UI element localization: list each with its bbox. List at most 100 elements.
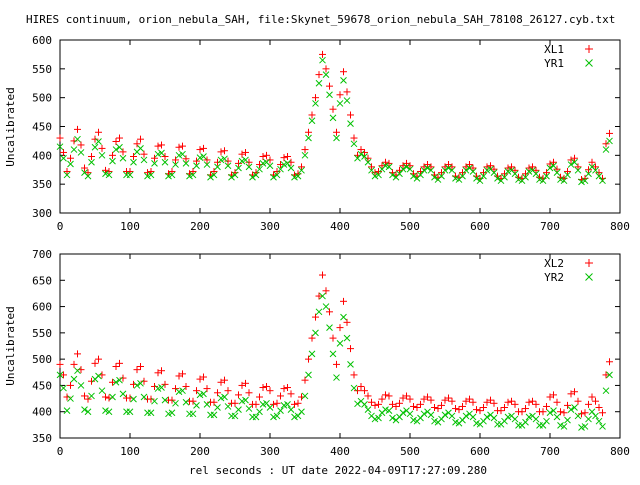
- data-point: [287, 164, 295, 172]
- data-point: [280, 154, 288, 162]
- data-point: [427, 411, 435, 419]
- data-point: [511, 170, 519, 178]
- data-point: [245, 389, 253, 397]
- data-point: [322, 71, 330, 78]
- data-point: [319, 56, 326, 64]
- data-point: [606, 129, 613, 137]
- data-point: [224, 162, 232, 170]
- data-point: [322, 287, 330, 295]
- data-point: [305, 355, 312, 363]
- legend-marker-yr2: [585, 273, 593, 281]
- data-point: [326, 308, 333, 316]
- data-point: [245, 158, 253, 166]
- data-point: [109, 157, 116, 165]
- data-point: [242, 379, 249, 387]
- data-point: [74, 125, 81, 133]
- data-point: [371, 401, 379, 409]
- data-point: [273, 171, 281, 179]
- data-point: [67, 381, 74, 389]
- lower-y-axis: 350 400 450 500 550 600 650 700: [32, 248, 620, 445]
- data-point: [364, 158, 372, 166]
- data-point: [193, 157, 200, 165]
- data-point: [200, 153, 207, 160]
- data-point: [427, 166, 435, 174]
- data-point: [228, 173, 235, 181]
- data-point: [140, 156, 148, 164]
- data-point: [179, 387, 186, 395]
- data-point: [214, 163, 221, 171]
- data-point: [182, 382, 190, 390]
- data-point: [81, 406, 88, 413]
- data-point: [196, 146, 204, 154]
- x-tick-label: 200: [190, 220, 210, 233]
- data-point: [567, 156, 575, 164]
- data-point: [270, 173, 277, 181]
- x-tick-label: 400: [330, 220, 350, 233]
- data-point: [172, 161, 179, 168]
- lower-y-axis-label: Uncalibrated: [4, 306, 17, 385]
- chart-title: HIRES continuum, orion_nebula_SAH, file:…: [26, 13, 615, 26]
- data-point: [151, 160, 158, 167]
- data-point: [571, 154, 578, 162]
- data-point: [182, 155, 190, 163]
- data-point: [469, 413, 477, 421]
- data-point: [242, 396, 249, 404]
- data-point: [571, 388, 578, 396]
- data-point: [70, 375, 78, 383]
- data-point: [385, 163, 393, 171]
- data-point: [319, 271, 326, 279]
- data-point: [305, 371, 312, 379]
- data-point: [574, 412, 582, 420]
- lower-legend: XL2 YR2: [544, 257, 593, 284]
- data-point: [301, 392, 309, 400]
- data-point: [476, 407, 484, 415]
- data-point: [214, 158, 221, 166]
- data-point: [231, 399, 239, 407]
- upper-plot-frame: [59, 39, 621, 214]
- data-point: [221, 376, 228, 384]
- data-point: [585, 166, 592, 174]
- data-point: [357, 382, 365, 390]
- data-point: [571, 158, 578, 166]
- data-point: [273, 167, 281, 175]
- data-point: [389, 171, 396, 179]
- data-point: [298, 163, 305, 171]
- data-point: [112, 363, 120, 371]
- data-point: [462, 166, 470, 174]
- data-point: [161, 380, 169, 388]
- data-point: [539, 408, 547, 416]
- data-point: [602, 387, 610, 395]
- data-point: [522, 405, 529, 413]
- data-point: [256, 165, 263, 173]
- data-point: [333, 374, 340, 381]
- data-point: [105, 167, 113, 175]
- data-point: [340, 297, 347, 305]
- data-point: [77, 141, 85, 149]
- data-point: [81, 392, 88, 400]
- data-point: [378, 162, 386, 170]
- data-point: [406, 165, 414, 173]
- data-point: [406, 410, 414, 418]
- data-point: [350, 134, 358, 142]
- x-tick-label: 700: [540, 445, 560, 458]
- data-point: [368, 163, 375, 171]
- data-point: [102, 393, 109, 401]
- y-tick-label: 600: [32, 34, 52, 47]
- x-tick-label: 200: [190, 445, 210, 458]
- data-point: [312, 313, 319, 321]
- data-point: [595, 169, 603, 177]
- data-point: [305, 128, 312, 136]
- data-point: [312, 329, 319, 337]
- data-point: [112, 378, 120, 386]
- data-point: [371, 169, 379, 177]
- data-point: [375, 414, 382, 422]
- x-tick-label: 600: [470, 220, 490, 233]
- data-point: [560, 177, 568, 185]
- data-point: [459, 169, 466, 177]
- data-point: [602, 140, 610, 148]
- data-point: [602, 146, 610, 153]
- data-point: [182, 398, 190, 406]
- data-point: [91, 143, 99, 151]
- data-point: [406, 395, 414, 403]
- data-point: [154, 142, 162, 150]
